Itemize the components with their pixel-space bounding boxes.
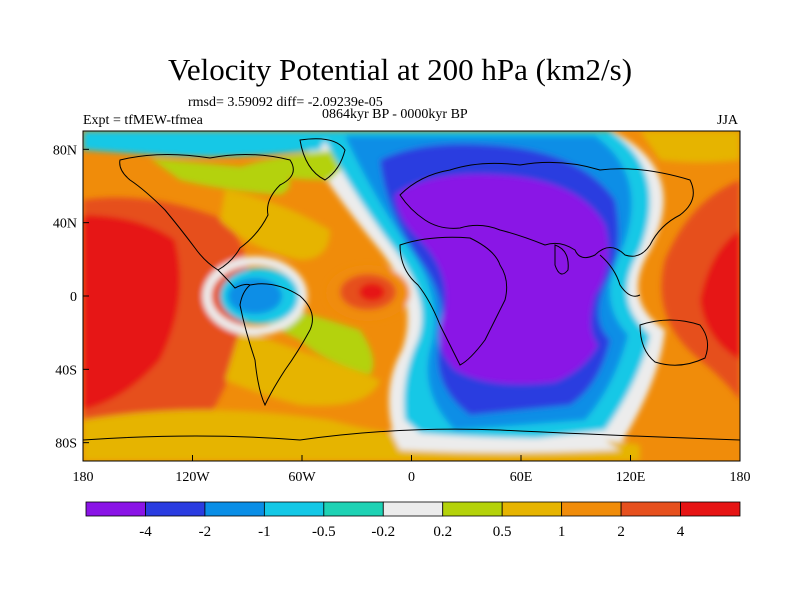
continent-outlines xyxy=(83,138,740,441)
colorbar-label: 0.2 xyxy=(433,524,452,540)
plot-title: Velocity Potential at 200 hPa (km2/s) xyxy=(167,52,633,87)
band-yellow-south xyxy=(225,330,380,406)
colorbar-label: -2 xyxy=(199,524,212,540)
outline-europe xyxy=(399,161,694,259)
band-violet xyxy=(395,174,609,385)
colorbar-swatch xyxy=(501,501,563,517)
lat-tick-label: 40N xyxy=(53,217,77,232)
amazon-blue xyxy=(228,278,282,314)
atlantic-red xyxy=(359,283,385,301)
lon-tick-label: 60W xyxy=(288,470,316,485)
colorbar-swatch xyxy=(204,501,265,517)
arctic-cyan xyxy=(83,131,330,157)
colorbar-swatch xyxy=(145,501,206,517)
colorbar-swatch xyxy=(263,501,325,517)
band-yellow-west xyxy=(640,131,740,163)
colorbar-label: 1 xyxy=(558,524,566,540)
lon-tick-label: 180 xyxy=(73,470,94,485)
colorbar-label: -4 xyxy=(139,524,152,540)
antarctic-white xyxy=(390,430,620,453)
lat-tick-label: 80N xyxy=(53,143,77,158)
colorbar-swatch xyxy=(442,501,503,517)
outline-india xyxy=(554,244,569,275)
period-label: 0864kyr BP - 0000kyr BP xyxy=(322,107,468,122)
band-yellow-pacific-north xyxy=(220,190,330,260)
outline-australia xyxy=(639,319,709,366)
colorbar-label: 0.5 xyxy=(493,524,512,540)
lon-tick-label: 180 xyxy=(730,470,751,485)
outline-africa xyxy=(399,236,508,366)
pacific-red xyxy=(83,215,180,410)
contour-fill-layer xyxy=(83,131,740,461)
outline-south-america xyxy=(239,283,313,407)
colorbar-label: -1 xyxy=(258,524,271,540)
colorbar-swatch xyxy=(561,501,622,517)
colorbar-label: 2 xyxy=(617,524,625,540)
colorbar-swatch xyxy=(85,501,146,517)
lon-tick-label: 0 xyxy=(408,470,415,485)
outline-antarctica xyxy=(83,428,740,441)
outline-north-america xyxy=(119,153,294,271)
westpac-red xyxy=(700,230,740,360)
colorbar-label: -0.2 xyxy=(371,524,395,540)
lat-tick-label: 80S xyxy=(55,437,77,452)
colorbar-swatch xyxy=(382,501,444,517)
lon-tick-label: 120E xyxy=(616,470,646,485)
outline-se-asia xyxy=(599,254,641,297)
longitude-ticks: 180 120W 60W 0 60E 120E 180 xyxy=(73,455,751,485)
experiment-label: Expt = tfMEW-tfmea xyxy=(83,113,203,128)
colorbar-label: -0.5 xyxy=(312,524,336,540)
colorbar-swatch xyxy=(323,501,384,517)
lon-tick-label: 60E xyxy=(510,470,533,485)
colorbar: -4 -2 -1 -0.5 -0.2 0.2 0.5 1 2 4 xyxy=(85,501,741,540)
season-label: JJA xyxy=(717,113,739,128)
lon-tick-label: 120W xyxy=(175,470,210,485)
outline-central-america xyxy=(217,269,251,289)
outline-greenland xyxy=(299,138,346,181)
arctic-yellowgreen xyxy=(150,158,290,195)
lat-tick-label: 40S xyxy=(55,363,77,378)
amazon-ring xyxy=(202,256,308,336)
colorbar-swatch xyxy=(680,501,741,517)
colorbar-label: 4 xyxy=(677,524,685,540)
westpac-orange-red xyxy=(661,180,740,400)
lat-tick-label: 0 xyxy=(70,290,77,305)
stats-line: rmsd= 3.59092 diff= -2.09239e-05 xyxy=(188,95,383,110)
latitude-ticks: 80N 40N 0 40S 80S xyxy=(53,143,89,452)
colorbar-swatch xyxy=(620,501,681,517)
